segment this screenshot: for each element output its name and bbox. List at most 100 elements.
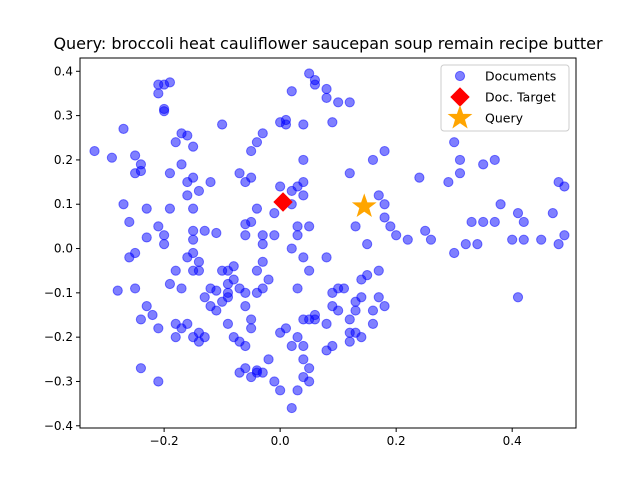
documents-point-50 [205,176,216,188]
documents-point-182 [362,239,373,250]
documents-point-164 [344,336,355,347]
documents-point-35 [188,172,199,183]
documents-point-149 [292,385,303,396]
documents-point-84 [222,292,234,303]
documents-point-80 [246,314,257,325]
documents-point-18 [153,88,164,99]
y-tick-label: −0.2 [44,330,73,344]
query-point-0 [351,193,377,217]
documents-point-203 [478,216,489,228]
documents-point-173 [379,301,390,312]
documents-point-12 [112,285,123,296]
documents-point-69 [147,309,158,321]
documents-point-127 [304,68,315,79]
documents-point-123 [280,114,292,126]
documents-point-33 [176,159,187,170]
documents-point-44 [193,256,205,267]
legend-marker-query [447,104,473,129]
documents-point-11 [130,283,141,294]
documents-point-177 [356,332,367,343]
documents-point-54 [199,292,210,303]
documents-point-37 [193,185,205,197]
documents-point-41 [176,283,187,294]
documents-point-140 [292,283,303,294]
y-tick-label: 0.1 [54,197,73,211]
legend-box [440,64,570,132]
documents-point-29 [170,137,181,148]
documents-point-133 [327,117,338,128]
x-tick-label: 0.4 [503,434,522,448]
documents-point-75 [240,363,251,374]
points-layer [89,68,570,414]
documents-point-131 [321,92,332,103]
documents-point-135 [344,168,355,179]
documents-point-165 [350,305,361,316]
documents-point-88 [240,287,251,298]
documents-point-95 [257,239,268,250]
documents-point-97 [257,256,268,267]
documents-point-119 [298,252,309,263]
documents-point-206 [489,216,500,228]
documents-point-172 [373,292,384,303]
documents-point-118 [292,230,303,241]
documents-point-32 [188,141,199,152]
documents-point-63 [182,318,193,329]
documents-point-85 [228,274,239,285]
documents-point-47 [188,234,199,245]
documents-point-48 [188,225,199,236]
documents-point-98 [263,274,274,285]
documents-point-185 [379,145,390,157]
documents-point-62 [170,332,181,343]
documents-point-70 [153,376,164,387]
documents-point-216 [559,230,570,241]
documents-point-186 [379,199,390,210]
documents-point-71 [222,318,234,329]
documents-point-211 [536,234,547,245]
documents-point-188 [385,221,396,232]
y-tick-label: 0.3 [54,109,73,123]
documents-point-126 [298,154,309,166]
documents-point-162 [344,314,355,325]
documents-point-101 [234,168,245,179]
documents-point-208 [512,207,524,219]
legend-label-documents: Documents [485,69,556,84]
documents-point-204 [489,154,500,166]
documents-point-195 [449,247,460,259]
documents-point-167 [356,292,367,303]
documents-point-191 [414,172,425,183]
x-tick-label: −0.2 [150,434,179,448]
documents-point-4 [124,216,135,228]
y-tick-label: 0.0 [54,242,73,256]
documents-point-10 [124,252,135,263]
documents-point-68 [153,323,164,334]
documents-point-23 [159,106,170,117]
documents-point-40 [170,265,181,276]
documents-point-159 [333,305,344,316]
documents-point-104 [246,145,257,157]
documents-point-148 [304,376,315,387]
documents-point-150 [286,402,297,414]
documents-point-86 [228,261,239,272]
documents-point-180 [309,309,321,321]
documents-point-134 [344,97,355,108]
documents-point-138 [286,340,297,352]
documents-point-96 [251,265,263,276]
documents-point-115 [304,221,315,232]
documents-point-196 [449,137,460,148]
documents-point-14 [135,314,147,325]
documents-point-155 [257,367,268,378]
documents-point-169 [362,270,373,281]
documents-point-5 [130,150,141,161]
documents-point-179 [321,252,332,263]
documents-point-8 [135,165,147,177]
documents-point-13 [141,301,152,312]
documents-point-207 [507,234,518,245]
documents-point-190 [402,234,413,245]
documents-point-38 [188,203,199,214]
documents-point-174 [373,265,384,276]
documents-point-189 [391,230,402,241]
documents-point-214 [559,181,570,192]
documents-point-144 [298,340,309,352]
documents-point-25 [159,230,170,241]
documents-point-116 [292,221,303,232]
